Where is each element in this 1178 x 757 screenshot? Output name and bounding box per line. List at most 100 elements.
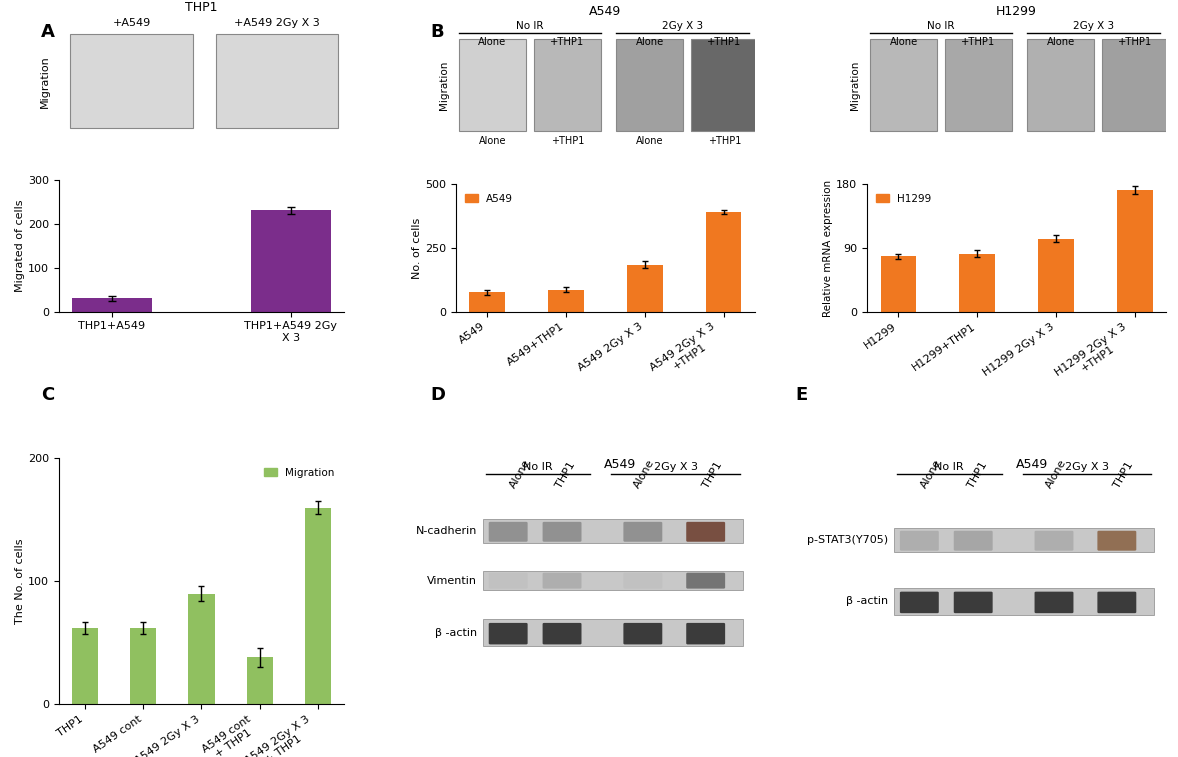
Bar — [72, 628, 98, 704]
FancyBboxPatch shape — [543, 522, 582, 542]
Bar — [72, 298, 152, 312]
Legend: H1299: H1299 — [872, 189, 935, 208]
Y-axis label: The No. of cells: The No. of cells — [15, 538, 25, 624]
Text: A549: A549 — [589, 5, 622, 17]
Text: 2Gy X 3: 2Gy X 3 — [1065, 462, 1108, 472]
Text: No IR: No IR — [523, 462, 552, 472]
Text: No IR: No IR — [934, 462, 964, 472]
FancyBboxPatch shape — [623, 623, 662, 644]
Text: THP1: THP1 — [555, 460, 577, 491]
Bar — [548, 290, 584, 312]
Text: Alone: Alone — [508, 458, 532, 491]
Text: +THP1: +THP1 — [550, 36, 584, 47]
FancyBboxPatch shape — [489, 522, 528, 542]
FancyBboxPatch shape — [543, 623, 582, 644]
FancyBboxPatch shape — [687, 573, 726, 589]
FancyBboxPatch shape — [458, 39, 527, 132]
Bar — [305, 508, 331, 704]
Bar — [130, 628, 157, 704]
FancyBboxPatch shape — [543, 573, 582, 589]
Text: 2Gy X 3: 2Gy X 3 — [1073, 21, 1114, 31]
Text: Alone: Alone — [1046, 36, 1074, 47]
Y-axis label: Migrated of cells: Migrated of cells — [15, 200, 25, 292]
FancyBboxPatch shape — [483, 519, 743, 544]
FancyBboxPatch shape — [900, 531, 939, 550]
Text: +A549 2Gy X 3: +A549 2Gy X 3 — [234, 18, 319, 28]
Text: THP1: THP1 — [701, 460, 724, 491]
Text: 2Gy X 3: 2Gy X 3 — [654, 462, 697, 472]
Text: A549: A549 — [604, 459, 636, 472]
FancyBboxPatch shape — [534, 39, 601, 132]
Text: +A549: +A549 — [112, 18, 151, 28]
Text: Alone: Alone — [1044, 458, 1068, 491]
FancyBboxPatch shape — [954, 592, 993, 613]
Bar — [627, 264, 662, 312]
FancyBboxPatch shape — [1101, 39, 1170, 132]
FancyBboxPatch shape — [489, 623, 528, 644]
Text: +THP1: +THP1 — [707, 36, 741, 47]
Text: B: B — [430, 23, 444, 41]
FancyBboxPatch shape — [954, 531, 993, 550]
Text: Migration: Migration — [439, 61, 449, 110]
Text: Migration: Migration — [40, 55, 49, 108]
Legend: Migration: Migration — [260, 464, 339, 482]
Text: THP1: THP1 — [185, 1, 218, 14]
Legend: A549: A549 — [461, 189, 517, 208]
Text: N-cadherin: N-cadherin — [416, 526, 477, 536]
Text: A549: A549 — [1015, 459, 1047, 472]
Y-axis label: Relative mRNA expression: Relative mRNA expression — [823, 179, 833, 316]
Text: Alone: Alone — [919, 458, 944, 491]
Text: β -actin: β -actin — [435, 628, 477, 637]
FancyBboxPatch shape — [71, 33, 193, 128]
Text: Alone: Alone — [889, 36, 918, 47]
Bar — [1117, 190, 1152, 312]
Bar — [188, 593, 214, 704]
FancyBboxPatch shape — [1098, 592, 1137, 613]
Text: No IR: No IR — [516, 21, 543, 31]
Y-axis label: No. of cells: No. of cells — [412, 217, 422, 279]
FancyBboxPatch shape — [900, 592, 939, 613]
FancyBboxPatch shape — [483, 619, 743, 646]
Text: 2Gy X 3: 2Gy X 3 — [662, 21, 703, 31]
Text: +THP1: +THP1 — [961, 36, 995, 47]
Text: Alone: Alone — [635, 36, 663, 47]
Bar — [469, 292, 505, 312]
Text: +THP1: +THP1 — [1118, 36, 1152, 47]
FancyBboxPatch shape — [894, 588, 1154, 615]
FancyBboxPatch shape — [687, 623, 726, 644]
Text: Alone: Alone — [636, 136, 663, 146]
Text: +THP1: +THP1 — [550, 136, 584, 146]
Text: β -actin: β -actin — [846, 597, 888, 606]
FancyBboxPatch shape — [483, 572, 743, 590]
Text: D: D — [430, 386, 445, 404]
Text: THP1: THP1 — [966, 460, 988, 491]
FancyBboxPatch shape — [871, 39, 938, 132]
Bar — [246, 657, 273, 704]
Text: H1299: H1299 — [997, 5, 1037, 17]
Text: E: E — [795, 386, 807, 404]
FancyBboxPatch shape — [1034, 592, 1073, 613]
Text: A: A — [41, 23, 55, 41]
FancyBboxPatch shape — [616, 39, 683, 132]
FancyBboxPatch shape — [623, 573, 662, 589]
Bar — [1038, 238, 1074, 312]
Text: No IR: No IR — [927, 21, 955, 31]
Text: Vimentin: Vimentin — [426, 575, 477, 586]
FancyBboxPatch shape — [1098, 531, 1137, 550]
FancyBboxPatch shape — [216, 33, 338, 128]
Bar — [706, 213, 741, 312]
FancyBboxPatch shape — [945, 39, 1012, 132]
Text: Alone: Alone — [478, 36, 507, 47]
Text: Alone: Alone — [478, 136, 507, 146]
FancyBboxPatch shape — [690, 39, 759, 132]
Text: p-STAT3(Y705): p-STAT3(Y705) — [807, 535, 888, 545]
FancyBboxPatch shape — [687, 522, 726, 542]
FancyBboxPatch shape — [1034, 531, 1073, 550]
Bar — [881, 257, 916, 312]
FancyBboxPatch shape — [489, 573, 528, 589]
FancyBboxPatch shape — [623, 522, 662, 542]
Text: +THP1: +THP1 — [708, 136, 741, 146]
Text: Alone: Alone — [633, 458, 657, 491]
FancyBboxPatch shape — [894, 528, 1154, 553]
Text: Migration: Migration — [851, 61, 860, 110]
